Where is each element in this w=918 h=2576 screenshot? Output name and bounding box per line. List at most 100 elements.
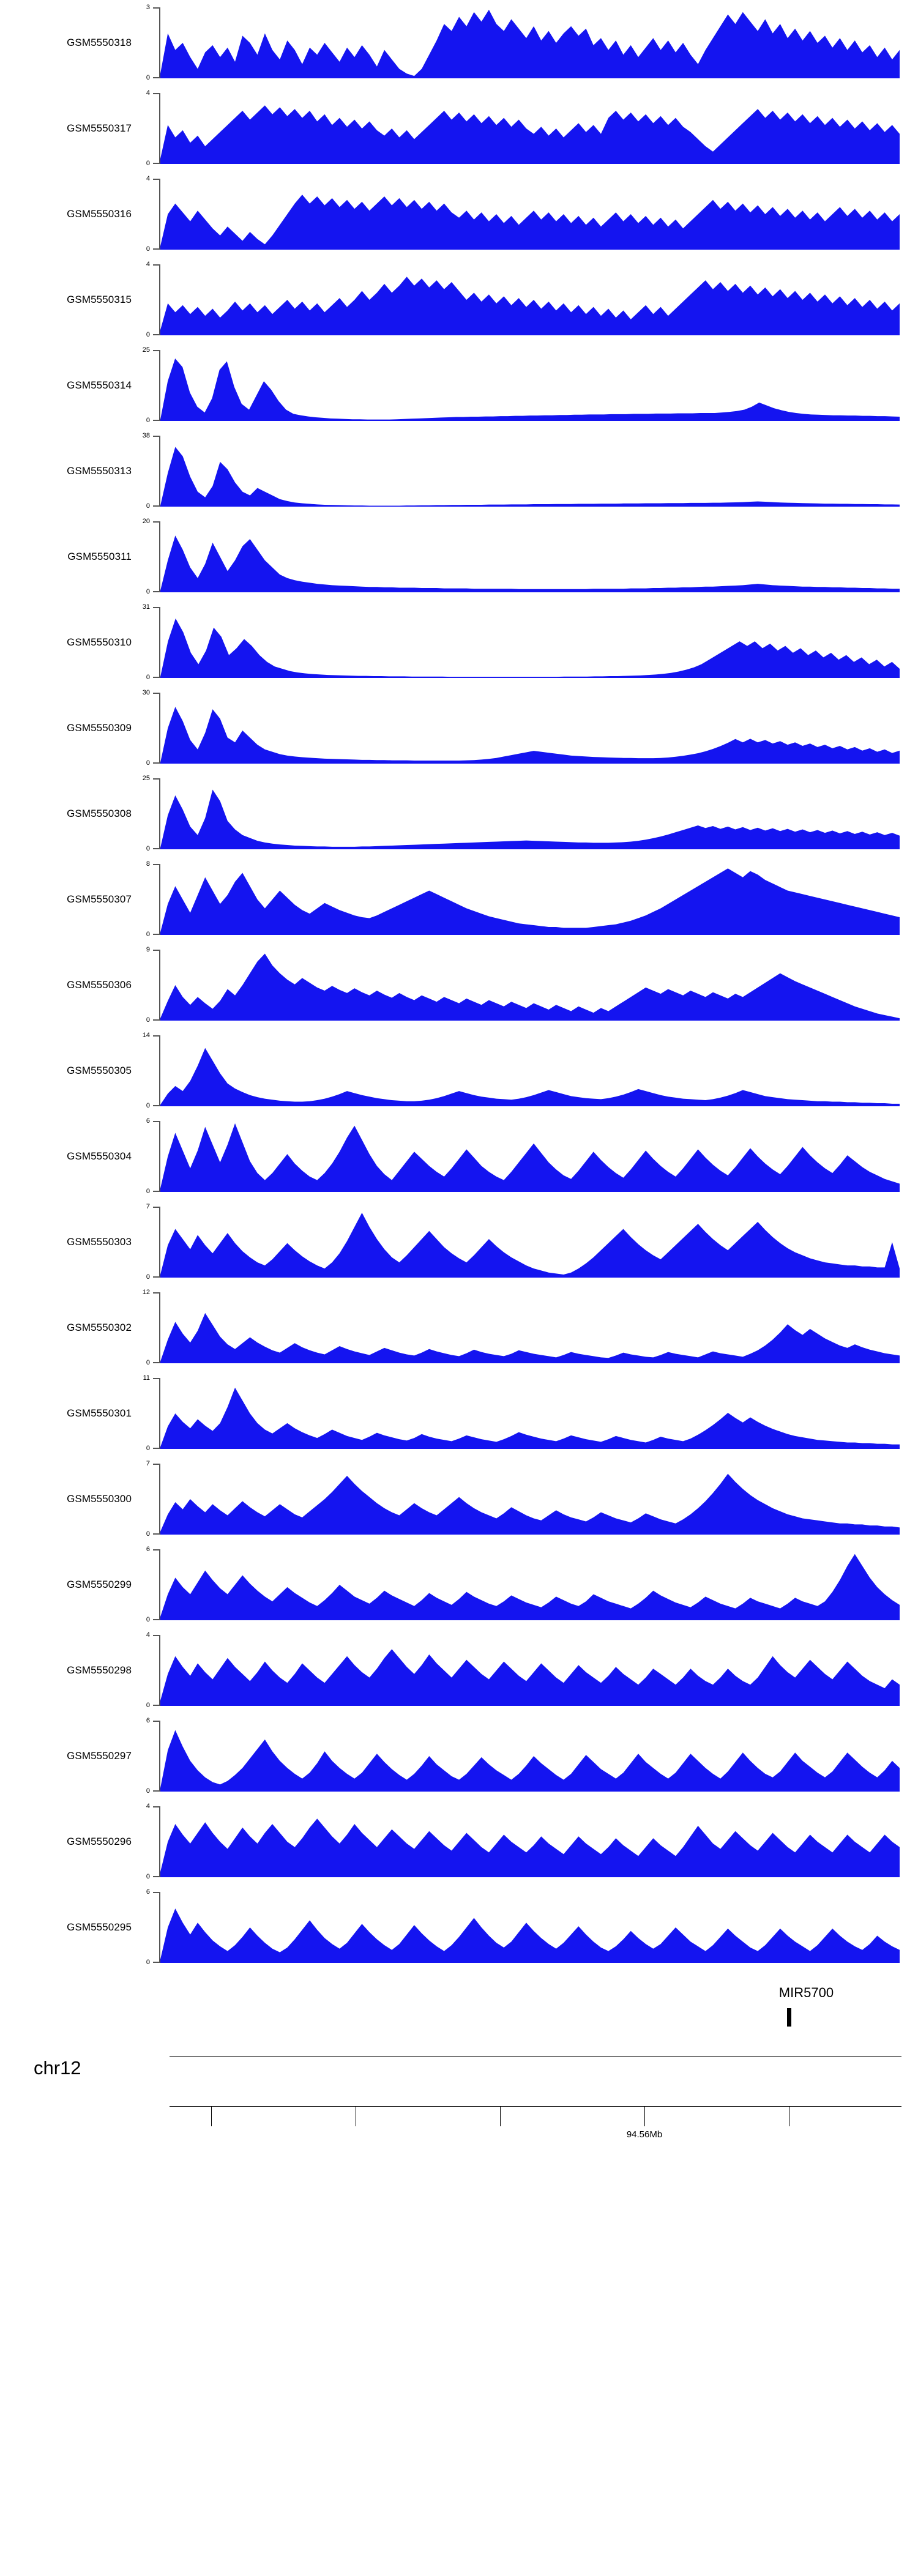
y-axis-line: [159, 1721, 160, 1792]
y-axis-tick-max: [153, 1635, 160, 1636]
y-axis-max-label: 25: [142, 346, 150, 354]
track-label-GSM5550295: GSM5550295: [67, 1921, 132, 1933]
y-axis-tick-min: [153, 848, 160, 849]
y-axis-tick-max: [153, 864, 160, 865]
y-axis-max-label: 38: [142, 432, 150, 439]
y-axis-max-label: 25: [142, 775, 150, 782]
coverage-area: [160, 1635, 900, 1706]
coverage-track: GSM5550311 20 0: [0, 514, 918, 600]
y-axis-tick-min: [153, 1619, 160, 1620]
coverage-area: [160, 1292, 900, 1363]
track-y-axis: 30 0: [143, 690, 160, 767]
track-label-GSM5550305: GSM5550305: [67, 1065, 132, 1076]
y-axis-tick-min: [153, 1191, 160, 1192]
track-label-GSM5550311: GSM5550311: [67, 551, 132, 562]
y-axis-tick-min: [153, 1019, 160, 1021]
track-y-axis: 25 0: [143, 775, 160, 852]
y-axis-max-label: 7: [146, 1203, 150, 1210]
coverage-area: [160, 436, 900, 507]
y-axis-min-label: 0: [146, 1616, 150, 1623]
track-y-axis: 31 0: [143, 604, 160, 681]
track-y-axis: 20 0: [143, 518, 160, 595]
y-axis-line: [159, 350, 160, 421]
coverage-track: GSM5550313 38 0: [0, 428, 918, 514]
y-axis-min-label: 0: [146, 1530, 150, 1538]
y-axis-line: [159, 778, 160, 849]
track-y-axis: 12 0: [143, 1289, 160, 1366]
y-axis-tick-max: [153, 1806, 160, 1807]
y-axis-tick-min: [153, 1962, 160, 1963]
y-axis-tick-min: [153, 334, 160, 335]
y-axis-tick-max: [153, 93, 160, 94]
annotation-feature[interactable]: [786, 2008, 791, 2027]
y-axis-max-label: 20: [142, 518, 150, 525]
y-axis-max-label: 11: [143, 1374, 150, 1382]
y-axis-tick-max: [153, 1892, 160, 1893]
track-label-GSM5550297: GSM5550297: [67, 1750, 132, 1762]
y-axis-line: [159, 1549, 160, 1620]
track-label-GSM5550307: GSM5550307: [67, 893, 132, 905]
y-axis-max-label: 3: [146, 4, 150, 11]
y-axis-min-label: 0: [146, 1445, 150, 1452]
y-axis-tick-max: [153, 1121, 160, 1122]
coverage-area: [160, 778, 900, 849]
track-label-GSM5550308: GSM5550308: [67, 808, 132, 819]
y-axis-min-label: 0: [146, 588, 150, 595]
y-axis-min-label: 0: [146, 931, 150, 938]
y-axis-tick-max: [153, 264, 160, 266]
y-axis-line: [159, 1207, 160, 1278]
coverage-area: [160, 521, 900, 592]
coverage-track: GSM5550300 7 0: [0, 1456, 918, 1542]
y-axis-max-label: 9: [146, 946, 150, 953]
coverage-area: [160, 350, 900, 421]
y-axis-max-label: 31: [142, 603, 150, 611]
axis-rule-top: [170, 2056, 901, 2057]
track-label-GSM5550302: GSM5550302: [67, 1322, 132, 1333]
y-axis-line: [159, 1635, 160, 1706]
y-axis-max-label: 12: [142, 1289, 150, 1296]
coverage-area: [160, 179, 900, 250]
track-label-GSM5550315: GSM5550315: [67, 294, 132, 305]
y-axis-min-label: 0: [146, 1102, 150, 1109]
genome-axis-tick: [211, 2107, 212, 2126]
y-axis-tick-min: [153, 420, 160, 421]
y-axis-tick-max: [153, 1721, 160, 1722]
y-axis-line: [159, 607, 160, 678]
y-axis-min-label: 0: [146, 1273, 150, 1281]
track-label-GSM5550306: GSM5550306: [67, 979, 132, 991]
y-axis-min-label: 0: [146, 1959, 150, 1966]
y-axis-min-label: 0: [146, 502, 150, 510]
y-axis-line: [159, 521, 160, 592]
y-axis-line: [159, 93, 160, 164]
coverage-area: [160, 693, 900, 764]
genome-axis-tick: [644, 2107, 645, 2126]
y-axis-tick-max: [153, 350, 160, 351]
track-label-GSM5550301: GSM5550301: [67, 1407, 132, 1419]
y-axis-min-label: 0: [146, 1359, 150, 1366]
track-label-GSM5550318: GSM5550318: [67, 37, 132, 48]
y-axis-min-label: 0: [146, 417, 150, 424]
y-axis-max-label: 4: [146, 261, 150, 268]
y-axis-min-label: 0: [146, 674, 150, 681]
chromosome-label: chr12: [34, 2057, 81, 2079]
coverage-track: GSM5550303 7 0: [0, 1199, 918, 1285]
y-axis-min-label: 0: [146, 1702, 150, 1709]
track-label-GSM5550314: GSM5550314: [67, 379, 132, 391]
track-label-GSM5550316: GSM5550316: [67, 208, 132, 220]
y-axis-line: [159, 864, 160, 935]
coverage-track: GSM5550317 4 0: [0, 86, 918, 171]
coverage-area: [160, 1464, 900, 1535]
y-axis-tick-max: [153, 1378, 160, 1379]
y-axis-tick-max: [153, 1464, 160, 1465]
coverage-area: [160, 1121, 900, 1192]
genome-axis: chr12 94.56Mb: [0, 2044, 918, 2172]
